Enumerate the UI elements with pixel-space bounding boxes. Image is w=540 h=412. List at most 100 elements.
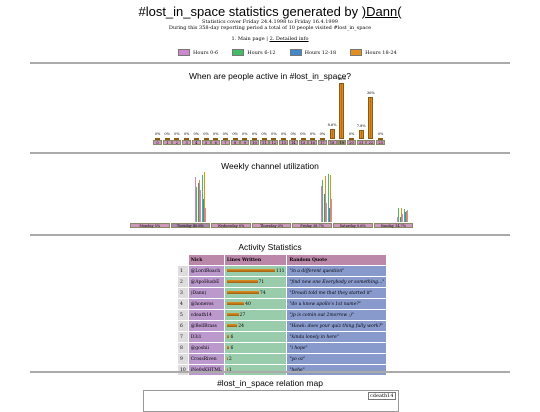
hour-label: 14	[288, 140, 298, 145]
hour-percent-label: 0%	[261, 132, 267, 136]
activity-spike	[205, 208, 207, 222]
quote-cell: "i hope"	[286, 342, 388, 354]
activity-spike	[399, 217, 401, 222]
nav-detailed-link[interactable]: 2. Detailed info	[269, 36, 309, 42]
activity-spike	[326, 202, 328, 222]
quote-cell: "jp is comin out 2morrow ;)"	[286, 309, 388, 321]
hour-percent-label: 0%	[242, 132, 248, 136]
lines-value: 74	[259, 290, 266, 296]
hour-percent-label: 0%	[212, 132, 219, 136]
nick-cell: D3i1	[187, 331, 225, 343]
legend-label: Hours 0-6	[193, 49, 219, 56]
nick-cell: @honeros	[187, 298, 225, 310]
activity-spike	[202, 198, 204, 222]
rank-cell: 7	[177, 331, 189, 343]
hourly-title: When are people active in #lost_in_space…	[188, 71, 352, 81]
hour-percent-label: 0%	[348, 132, 355, 136]
day-label: Tuesday 40.6%	[170, 223, 211, 228]
hour-label: 10	[250, 140, 259, 145]
hour-bar	[174, 138, 180, 140]
hour-percent-label: 0%	[271, 132, 277, 136]
nick-cell: @goshii	[187, 342, 225, 354]
hour-bar	[222, 138, 228, 140]
lines-header: Lines Written	[223, 254, 288, 266]
hour-label: 22	[366, 140, 376, 145]
hour-bar	[310, 138, 316, 140]
activity-spike	[407, 210, 409, 222]
nick-cell: @BellBrass	[187, 320, 225, 332]
hour-percent-label: 36%	[367, 91, 375, 95]
rank-cell: 3	[177, 287, 189, 299]
hour-bar	[232, 138, 238, 140]
table-row: 5 cdeath14 27 "jp is comin out 2morrow ;)"	[177, 309, 388, 321]
quote-cell: "yo oz"	[286, 353, 388, 365]
table-row: 6 @BellBrass 24 "Hawk: does your quiz thing…	[177, 320, 388, 332]
lines-value: 6	[230, 345, 234, 351]
relation-map	[143, 390, 399, 412]
legend-swatch	[289, 49, 302, 56]
rank-header	[177, 254, 189, 266]
hour-percent-label: 0%	[203, 132, 209, 136]
rank-cell: 8	[177, 342, 189, 354]
legend-item: Hours 0-6	[178, 49, 218, 56]
hour-label: 8	[230, 140, 240, 145]
nav-main[interactable]: 1. Main page	[231, 36, 265, 42]
lines-cell: 74	[223, 287, 288, 299]
table-row: 1 @LordRoach 111 "in a different question"	[177, 265, 388, 277]
hour-percent-label: 0%	[290, 132, 297, 136]
hour-label: 11	[259, 140, 269, 145]
lines-bar	[226, 279, 258, 283]
table-row: 3)Dann(74 "Dreadi told me that they start…	[177, 287, 388, 299]
hour-bar	[213, 138, 219, 140]
legend-label: Hours 18-24	[365, 49, 397, 56]
lines-cell: 71	[223, 276, 288, 288]
day-label: Friday 38.7%	[292, 223, 332, 228]
lines-bar	[226, 323, 238, 327]
lines-bar	[226, 356, 228, 360]
quote-header: Random Quote	[286, 254, 388, 266]
hour-label: 19	[337, 140, 347, 145]
activity-spike	[324, 176, 326, 222]
hour-percent-label: 0%	[222, 132, 229, 136]
hour-bar	[319, 138, 325, 140]
activity-spike	[403, 209, 405, 222]
lines-value: 1	[228, 367, 232, 373]
divider	[30, 152, 510, 154]
lines-cell: 2	[223, 353, 288, 365]
hour-label: 4	[191, 140, 201, 145]
activity-spike	[195, 176, 196, 222]
hour-percent-label: 7.8%	[356, 123, 366, 128]
hour-bar	[329, 128, 335, 139]
hour-label: 21	[356, 140, 366, 145]
hour-percent-label: 0%	[154, 132, 161, 136]
activity-spike	[197, 182, 199, 222]
legend: Hours 0-6 Hours 6-12 Hours 12-18 Hours 1…	[178, 49, 397, 56]
hour-label: 23	[376, 140, 386, 145]
lines-value: 24	[238, 323, 244, 329]
activity-spike	[204, 172, 206, 222]
legend-swatch	[350, 49, 363, 56]
divider	[30, 234, 510, 236]
activity-spike	[322, 180, 324, 222]
activity-title: Activity Statistics	[238, 242, 302, 252]
hour-percent-label: 48%	[337, 77, 346, 81]
title-text: #lost_in_space statistics generated by	[138, 4, 362, 19]
lines-bar	[226, 290, 259, 294]
hour-label: 5	[201, 140, 211, 145]
hour-percent-label: 8.6%	[327, 122, 337, 127]
day-label: Wednesday 0%	[211, 223, 251, 228]
hour-label: 3	[182, 140, 192, 145]
lines-bar	[226, 367, 228, 371]
author-link[interactable]: )Dann(	[361, 4, 402, 19]
rank-cell: 4	[177, 298, 189, 310]
hour-bar	[368, 97, 374, 139]
table-row: 8 @goshii 6 "i hope"	[177, 342, 388, 354]
hour-label: 6	[211, 140, 221, 145]
lines-value: 2	[228, 356, 232, 362]
day-label: Saturday 0.6%	[333, 223, 373, 228]
hour-bar	[339, 83, 345, 139]
hour-bar	[281, 138, 287, 140]
hour-bar	[349, 138, 354, 140]
relation-node[interactable]: cdeath14	[368, 392, 396, 400]
rank-cell: 10	[177, 364, 189, 376]
